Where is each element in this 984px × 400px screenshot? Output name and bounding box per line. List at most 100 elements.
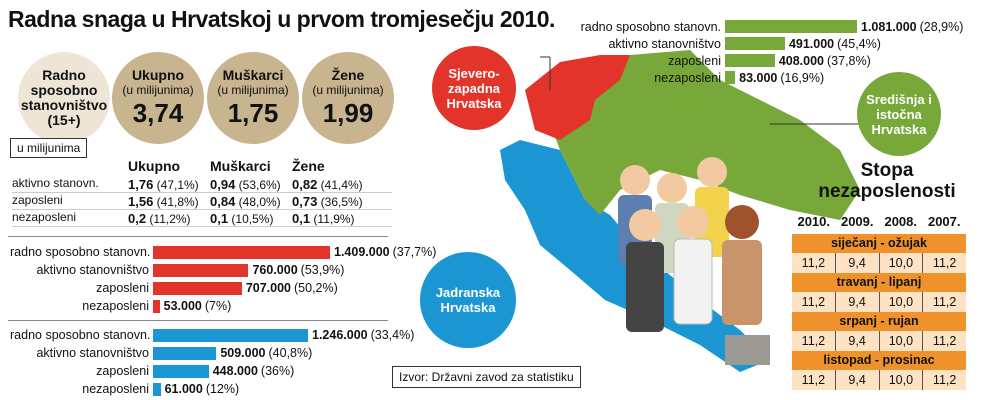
- bar-label: aktivno stanovništvo: [608, 36, 721, 51]
- region-label: Jadranska Hrvatska: [420, 252, 516, 348]
- bar-label: radno sposobno stanovn.: [10, 328, 151, 342]
- bar-row: radno sposobno stanovn. 1.409.000 (37,7%): [10, 243, 436, 261]
- cell-share: (41,8%): [156, 195, 199, 209]
- bar: [725, 20, 857, 33]
- bar-share: (40,8%): [268, 346, 313, 360]
- column-header: Muškarci: [210, 158, 271, 174]
- table-cell: 0,73 (36,5%): [292, 194, 363, 209]
- rate: 11,2: [922, 331, 966, 351]
- period-name: siječanj - ožujak: [792, 234, 966, 253]
- bar-row: zaposleni 408.000 (37,8%): [578, 52, 963, 69]
- bar-section: radno sposobno stanovn. 1.246.000 (33,4%) a…: [10, 326, 414, 398]
- bar: [153, 245, 330, 259]
- circle-value: 3,74: [132, 98, 184, 128]
- table-row: zaposleni: [12, 193, 392, 210]
- bar-share: (7%): [204, 299, 232, 313]
- bar-section: radno sposobno stanovn. 1.081.000 (28,9%) a…: [578, 18, 964, 86]
- bar-share: (36%): [260, 364, 295, 378]
- cell-share: (11,9%): [313, 212, 355, 226]
- bar-share: (16,9%): [780, 70, 825, 85]
- rate: 10,0: [878, 253, 923, 273]
- rate: 11,2: [801, 334, 826, 348]
- table-row: nezaposleni: [12, 210, 392, 227]
- bar-value: 509.000: [220, 346, 266, 360]
- bar-share: (50,2%): [294, 281, 338, 295]
- rate: 11,2: [801, 373, 826, 387]
- cell-value: 0,2: [128, 211, 147, 226]
- region-label: Središnja i istočna Hrvatska: [857, 72, 941, 156]
- region-label: Sjevero-zapadna Hrvatska: [432, 46, 516, 130]
- bar-value: 1.246.000: [312, 328, 368, 342]
- column-header: Ukupno: [128, 158, 181, 174]
- rate: 11,2: [922, 253, 966, 273]
- circle-value: 1,99: [322, 98, 374, 128]
- cell-value: 1,76: [128, 177, 154, 192]
- rate: 9,4: [834, 370, 879, 390]
- bar: [153, 382, 161, 396]
- year: 2009.: [840, 214, 874, 229]
- bar-row: radno sposobno stanovn. 1.081.000 (28,9%): [578, 18, 964, 35]
- cell-share: (41,4%): [320, 178, 363, 192]
- bar-value: 448.000: [212, 364, 258, 378]
- rate: 9,4: [834, 253, 879, 273]
- bar-label: zaposleni: [96, 364, 149, 378]
- cell-value: 0,82: [292, 177, 318, 192]
- cell-share: (11,2%): [149, 212, 191, 226]
- bar-label: aktivno stanovništvo: [36, 346, 149, 360]
- rate: 10,0: [878, 292, 923, 312]
- circle-label: Radno sposobno stanovništvo (15+): [20, 67, 108, 128]
- circle-value: 1,75: [227, 98, 279, 128]
- bar-value: 491.000: [788, 36, 835, 51]
- period-name: travanj - lipanj: [792, 273, 966, 292]
- cell-value: 0,94: [210, 177, 236, 192]
- bar-share: (45,4%): [837, 36, 881, 51]
- rate: 11,2: [922, 370, 966, 390]
- bar-label: nezaposleni: [654, 70, 721, 85]
- period-name: srpanj - rujan: [792, 312, 966, 331]
- cell-share: (53,6%): [238, 178, 281, 192]
- table-cell: 0,2 (11,2%): [128, 211, 191, 226]
- separator: [8, 236, 388, 237]
- bar-value: 1.409.000: [334, 245, 390, 259]
- bar-label: aktivno stanovništvo: [36, 263, 149, 277]
- bar-share: (12%): [205, 382, 240, 396]
- circle: Muškarci (u milijunima) 1,75: [207, 52, 299, 144]
- bar: [153, 281, 242, 295]
- table-cell: 1,56 (41,8%): [128, 194, 199, 209]
- bar: [153, 263, 249, 277]
- row-label: nezaposleni: [12, 210, 77, 224]
- region-northwest: [525, 55, 630, 140]
- cell-value: 0,84: [210, 194, 236, 209]
- table-cell: 0,82 (41,4%): [292, 177, 363, 192]
- cell-value: 0,1: [292, 211, 311, 226]
- bar-value: 53.000: [163, 299, 202, 313]
- bar-share: (28,9%): [919, 19, 964, 34]
- bar-row: nezaposleni 53.000 (7%): [10, 297, 436, 315]
- rate: 11,2: [801, 256, 826, 270]
- circle-sub: (u milijunima): [217, 83, 289, 97]
- bar-value: 408.000: [778, 53, 824, 68]
- cell-value: 1,56: [128, 194, 154, 209]
- bar-share: (37,7%): [392, 245, 437, 259]
- bar-share: (33,4%): [370, 328, 415, 342]
- bar-label: radno sposobno stanovn.: [10, 245, 151, 259]
- period-values: 11,2 9,4 10,0 11,2: [792, 370, 966, 390]
- circle: Radno sposobno stanovništvo (15+): [18, 52, 110, 144]
- rate: 11,2: [922, 292, 966, 312]
- year: 2008.: [884, 214, 918, 229]
- unemployment-title: Stopa nezaposlenosti: [818, 160, 956, 202]
- bar-value: 760.000: [252, 263, 298, 277]
- bar-label: radno sposobno stanovn.: [580, 19, 721, 34]
- bar: [153, 364, 209, 378]
- table-cell: 1,76 (47,1%): [128, 177, 199, 192]
- table-row: aktivno stanovn.: [12, 176, 392, 193]
- bar: [725, 71, 736, 84]
- bar-label: zaposleni: [668, 53, 721, 68]
- period-values: 11,2 9,4 10,0 11,2: [792, 253, 966, 273]
- bar-row: aktivno stanovništvo 760.000 (53,9%): [10, 261, 436, 279]
- source: Izvor: Državni zavod za statistiku: [392, 366, 581, 388]
- year: 2010.: [797, 214, 831, 229]
- circle-label: Muškarci: [222, 67, 284, 83]
